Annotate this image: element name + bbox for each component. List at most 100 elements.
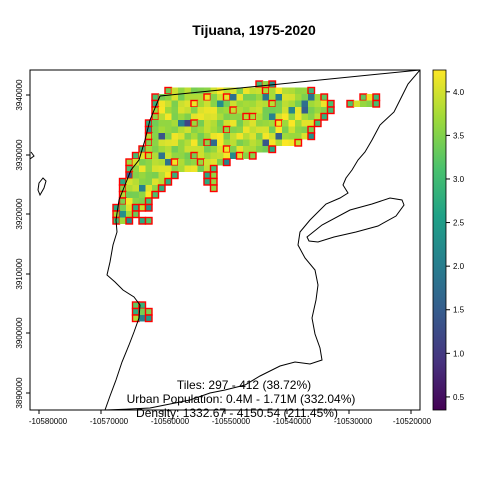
density-cell — [210, 100, 217, 107]
density-cell — [178, 94, 185, 101]
density-cell — [275, 113, 282, 120]
density-cell — [119, 204, 126, 211]
density-cell — [157, 184, 166, 193]
density-cell — [249, 107, 256, 114]
density-cell — [307, 125, 316, 134]
x-tick-label: -10560000 — [151, 417, 190, 426]
density-cell — [275, 126, 282, 133]
map-panel — [29, 69, 421, 411]
density-cell — [222, 158, 231, 167]
density-cell — [275, 94, 282, 101]
density-cell — [230, 146, 237, 153]
density-cell — [210, 94, 217, 101]
density-cell — [204, 165, 211, 172]
density-cell — [131, 151, 140, 160]
density-cell — [126, 198, 133, 205]
density-cell — [262, 146, 269, 153]
density-cell — [197, 94, 204, 101]
density-cell — [301, 107, 308, 114]
density-cell — [197, 120, 204, 127]
y-tick-label: 3910000 — [15, 258, 24, 290]
density-cell — [262, 94, 269, 101]
density-cell — [204, 133, 211, 140]
density-cell — [243, 133, 250, 140]
density-cell — [282, 133, 289, 140]
colorbar-tick-label: 3.5 — [453, 131, 465, 140]
density-cell — [165, 159, 172, 166]
density-cell — [165, 146, 172, 153]
density-cell — [164, 177, 173, 186]
density-cell — [326, 99, 335, 108]
density-cell — [256, 139, 263, 146]
density-cell — [249, 100, 256, 107]
density-cell — [184, 146, 191, 153]
density-cell — [217, 113, 224, 120]
density-cell — [314, 113, 321, 120]
density-cell — [282, 107, 289, 114]
density-cell — [171, 139, 178, 146]
density-cell — [243, 107, 250, 114]
density-cell — [178, 120, 185, 127]
density-cell — [256, 107, 263, 114]
density-cell — [249, 94, 256, 101]
density-cell — [152, 133, 159, 140]
density-cell — [139, 198, 146, 205]
density-cell — [222, 145, 231, 154]
colorbar-tick-label: 2.0 — [453, 262, 465, 271]
coast-west — [104, 95, 161, 410]
density-cell — [152, 126, 159, 133]
density-cell — [236, 100, 243, 107]
tiles-stat: Tiles: 297 - 412 (38.72%) — [177, 378, 311, 392]
y-tick-label: 3930000 — [15, 139, 24, 171]
density-cell — [313, 119, 322, 128]
density-cell — [236, 107, 243, 114]
density-cell — [197, 152, 204, 159]
density-cell — [158, 172, 165, 179]
density-cell — [249, 87, 256, 94]
islet — [30, 151, 35, 160]
density-cell — [366, 100, 373, 107]
density-cell — [138, 203, 147, 212]
density-cell — [144, 151, 153, 160]
density-cell — [178, 133, 185, 140]
density-cell — [152, 146, 159, 153]
density-cell — [262, 133, 269, 140]
density-cell — [249, 133, 256, 140]
density-cell — [288, 126, 295, 133]
density-cell — [256, 146, 263, 153]
density-cell — [301, 133, 308, 140]
density-cell — [307, 132, 316, 141]
density-cell — [158, 165, 165, 172]
density-cell — [165, 94, 172, 101]
density-cell — [171, 133, 178, 140]
density-cell — [282, 94, 289, 101]
density-cell — [256, 94, 263, 101]
y-tick-label: 3920000 — [15, 198, 24, 230]
density-cell — [165, 107, 172, 114]
density-cell — [204, 126, 211, 133]
density-cell — [139, 152, 146, 159]
density-cell — [223, 113, 230, 120]
density-cell — [191, 87, 198, 94]
density-cell — [132, 178, 139, 185]
colorbar: 0.5 1.0 1.5 2.0 2.5 3.0 3.5 4.0 — [432, 69, 465, 411]
density-cell — [326, 106, 335, 115]
density-cell — [248, 112, 257, 121]
density-cell — [223, 152, 230, 159]
density-cell — [223, 100, 230, 107]
density-cell — [295, 133, 302, 140]
density-cell — [217, 133, 224, 140]
density-cell — [210, 113, 217, 120]
density-cell — [184, 94, 191, 101]
density-cell — [184, 139, 191, 146]
density-cell — [145, 172, 152, 179]
colorbar-ticks: 0.5 1.0 1.5 2.0 2.5 3.0 3.5 4.0 — [446, 88, 465, 402]
density-cell — [210, 139, 217, 146]
density-cell — [171, 113, 178, 120]
density-cell — [171, 107, 178, 114]
colorbar-tick-label: 0.5 — [453, 393, 465, 402]
density-cell — [243, 139, 250, 146]
density-cell — [144, 314, 153, 323]
x-tick-label: -10530000 — [334, 417, 373, 426]
density-cell — [204, 120, 211, 127]
